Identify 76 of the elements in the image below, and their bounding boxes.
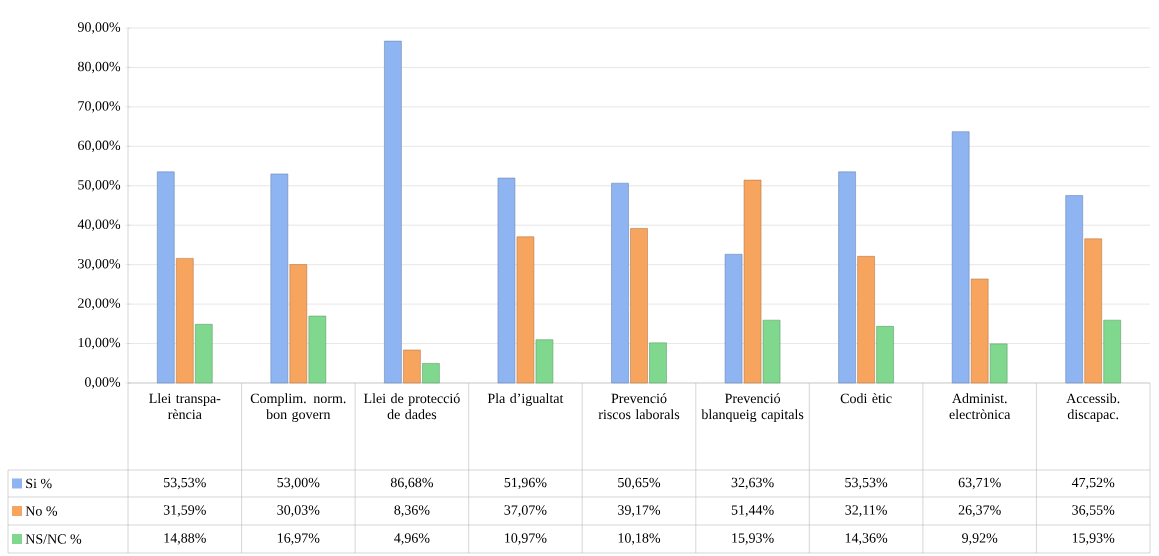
- data-label: 14,88%: [164, 533, 206, 545]
- y-tick-label: 60,00%: [78, 140, 121, 153]
- x-tick-label: Accessib. discapac.: [1066, 393, 1120, 422]
- bar: [838, 171, 856, 384]
- y-tick-label: 50,00%: [78, 180, 121, 192]
- data-label: 30,03%: [277, 505, 320, 517]
- y-tick-label: 40,00%: [77, 219, 121, 231]
- data-label: 37,07%: [504, 505, 547, 517]
- data-label: 50,65%: [618, 477, 661, 490]
- data-label: 10,97%: [505, 533, 547, 545]
- bar: [857, 256, 875, 384]
- bar: [876, 326, 894, 384]
- data-label: 31,59%: [163, 505, 206, 517]
- bar: [176, 258, 194, 384]
- bar: [630, 228, 648, 384]
- data-label: 8,36%: [394, 505, 430, 517]
- data-label: 32,11%: [845, 505, 887, 517]
- bar: [951, 131, 970, 384]
- bar: [535, 339, 554, 384]
- data-label: 53,00%: [277, 477, 320, 490]
- bar: [1103, 319, 1121, 384]
- bar: [422, 363, 440, 384]
- data-label: 26,37%: [958, 505, 1001, 517]
- bar: [724, 254, 743, 384]
- data-label: 86,68%: [390, 477, 433, 490]
- data-label: 47,52%: [1071, 477, 1115, 490]
- data-label: 51,44%: [731, 505, 774, 517]
- data-label: 32,63%: [731, 477, 774, 490]
- x-tick-label: Administ. electrònica: [949, 393, 1011, 420]
- y-tick-label: 30,00%: [78, 258, 121, 271]
- bar: [157, 171, 175, 384]
- bar: [308, 315, 327, 384]
- data-label: 10,18%: [618, 533, 661, 545]
- bar: [611, 182, 629, 384]
- x-tick-label: Pla d’igualtat: [487, 393, 564, 406]
- bar: [970, 278, 989, 384]
- x-tick-label: Complim. norm. bon govern: [250, 393, 346, 422]
- bar: [762, 319, 781, 384]
- data-label: 15,93%: [732, 533, 774, 545]
- y-tick-label: 0,00%: [85, 377, 121, 389]
- data-label: 63,71%: [958, 477, 1001, 490]
- bar: [195, 324, 213, 384]
- bar: [270, 173, 289, 384]
- legend-label: NS/NC %: [25, 534, 82, 544]
- data-label: 14,36%: [845, 533, 888, 545]
- x-tick-label: Prevenció riscos laborals: [598, 393, 680, 420]
- bar: [289, 264, 308, 384]
- data-label: 53,53%: [845, 477, 888, 490]
- bar: [1065, 195, 1083, 384]
- y-tick-label: 90,00%: [77, 22, 121, 34]
- bar: [403, 349, 421, 384]
- x-tick-label: Llei de protecció de dades: [363, 393, 460, 420]
- data-label: 36,55%: [1072, 505, 1115, 517]
- data-label: 16,97%: [277, 533, 320, 545]
- y-tick-label: 80,00%: [78, 61, 121, 74]
- data-label: 39,17%: [618, 505, 661, 517]
- bar: [743, 179, 762, 384]
- legend-label: No %: [25, 506, 58, 516]
- legend-label: Si %: [26, 478, 52, 489]
- x-tick-label: Prevenció blanqueig capitals: [701, 393, 804, 422]
- data-label: 51,96%: [504, 477, 547, 490]
- y-tick-label: 70,00%: [78, 101, 121, 113]
- bar: [649, 342, 667, 384]
- data-label: 15,93%: [1072, 533, 1115, 545]
- x-tick-label: Llei transpa-rència: [149, 393, 221, 420]
- data-label: 4,96%: [394, 533, 430, 545]
- y-tick-label: 20,00%: [78, 298, 121, 310]
- x-tick-label: Codi ètic: [840, 393, 892, 404]
- bar: [1084, 238, 1102, 384]
- data-label: 53,53%: [164, 477, 206, 490]
- bar: [497, 177, 516, 384]
- bar: [384, 40, 402, 384]
- bar: [989, 343, 1008, 384]
- data-label: 9,92%: [962, 533, 998, 545]
- y-tick-label: 10,00%: [78, 337, 121, 350]
- bar: [516, 236, 535, 384]
